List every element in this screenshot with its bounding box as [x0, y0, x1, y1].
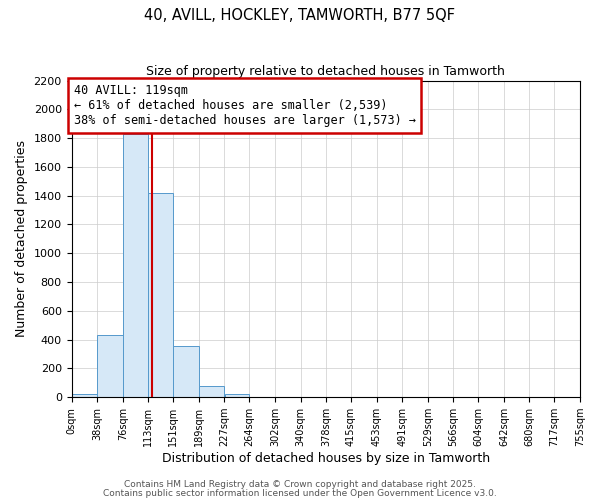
Y-axis label: Number of detached properties: Number of detached properties — [15, 140, 28, 338]
Bar — [250, 396, 275, 397]
Title: Size of property relative to detached houses in Tamworth: Size of property relative to detached ho… — [146, 65, 505, 78]
Text: 40 AVILL: 119sqm
← 61% of detached houses are smaller (2,539)
38% of semi-detach: 40 AVILL: 119sqm ← 61% of detached house… — [74, 84, 416, 127]
Bar — [173, 346, 199, 397]
Bar — [199, 386, 224, 397]
Bar — [71, 394, 97, 397]
Text: Contains HM Land Registry data © Crown copyright and database right 2025.: Contains HM Land Registry data © Crown c… — [124, 480, 476, 489]
Bar — [97, 336, 122, 397]
Text: 40, AVILL, HOCKLEY, TAMWORTH, B77 5QF: 40, AVILL, HOCKLEY, TAMWORTH, B77 5QF — [145, 8, 455, 22]
Bar — [123, 134, 148, 397]
Bar — [148, 193, 173, 397]
Bar — [224, 394, 249, 397]
Text: Contains public sector information licensed under the Open Government Licence v3: Contains public sector information licen… — [103, 488, 497, 498]
X-axis label: Distribution of detached houses by size in Tamworth: Distribution of detached houses by size … — [162, 452, 490, 465]
